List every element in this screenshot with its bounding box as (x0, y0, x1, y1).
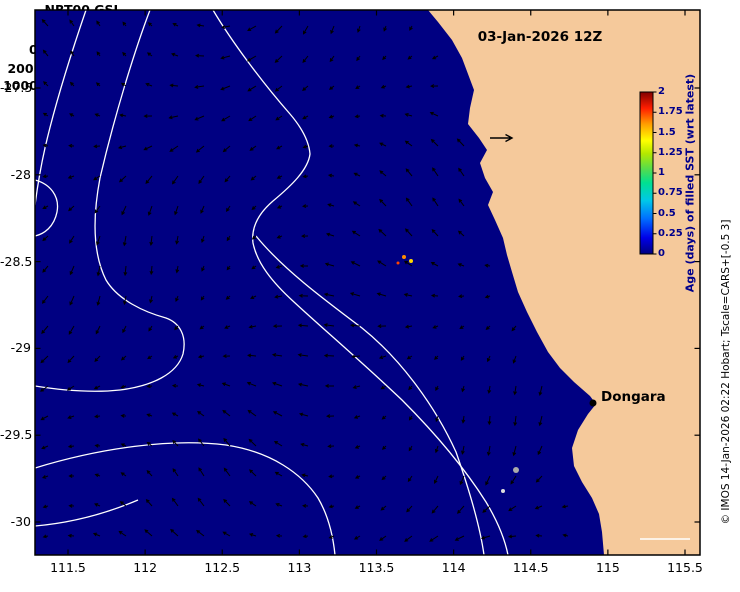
y-tick-label: -28.5 (0, 253, 33, 269)
sst-age-speck (402, 255, 406, 259)
vector-scale-arrow (490, 133, 514, 143)
contour-line (35, 10, 87, 206)
current-vectors-path (40, 19, 569, 542)
colorbar-tick-label: 0 (658, 248, 665, 259)
copyright-credit: © IMOS 14-Jan-2026 02:22 Hobart; Tscale=… (720, 219, 732, 525)
recent-sst-specks (396, 255, 519, 493)
contour-line (35, 442, 336, 555)
colorbar-tick-label: 1.5 (658, 126, 676, 138)
colorbar-tick-label: 0.25 (658, 227, 683, 239)
sst-age-speck (396, 261, 400, 265)
contour-line (35, 179, 59, 237)
x-tick-label: 113.5 (358, 560, 395, 575)
y-tick-label: -28 (10, 166, 31, 182)
dongara-marker-dot (589, 399, 597, 407)
y-tick-label: -29 (10, 340, 31, 356)
colorbar (639, 91, 654, 255)
y-tick-label: -30 (10, 514, 31, 529)
colorbar-tick-label: 0.75 (658, 187, 683, 199)
colorbar-tick-label: 1.75 (658, 106, 683, 118)
sst-age-speck (501, 489, 505, 493)
colorbar-axis-label: Age (days) of filled SST (wrt latest) (683, 73, 697, 293)
axis-tick-marks (35, 10, 700, 555)
contour-line (35, 499, 139, 527)
sst-age-speck (513, 467, 519, 473)
contour-line (255, 235, 485, 555)
dongara-label: Dongara (601, 389, 666, 405)
colorbar-tick-label: 2 (658, 86, 665, 97)
y-tick-label: -29.5 (0, 427, 33, 443)
colorbar-tick-label: 0.5 (658, 207, 676, 219)
x-tick-label: 115 (595, 560, 620, 575)
colorbar-tick-marks (653, 91, 657, 255)
current-vector-field (40, 19, 569, 542)
y-tick-label: -27.5 (0, 80, 33, 95)
colorbar-tick-label: 1.25 (658, 146, 683, 158)
land-mass (428, 10, 700, 555)
x-tick-label: 113 (287, 560, 312, 575)
x-tick-label: 112.5 (204, 560, 241, 575)
contour-line (35, 10, 185, 392)
map-title: 03-Jan-2026 12Z (477, 29, 603, 45)
x-tick-label: 114 (441, 560, 466, 575)
x-tick-label: 115.5 (667, 560, 703, 575)
colorbar-tick-label: 1 (658, 167, 665, 178)
bathymetry-contours (35, 10, 509, 555)
x-tick-label: 111.5 (50, 560, 86, 575)
x-tick-label: 114.5 (512, 560, 549, 575)
x-tick-label: 112 (133, 560, 158, 575)
axes-frame (34, 9, 701, 556)
sst-age-speck (409, 259, 413, 263)
contour-line (212, 10, 509, 555)
plot-area (35, 10, 700, 555)
